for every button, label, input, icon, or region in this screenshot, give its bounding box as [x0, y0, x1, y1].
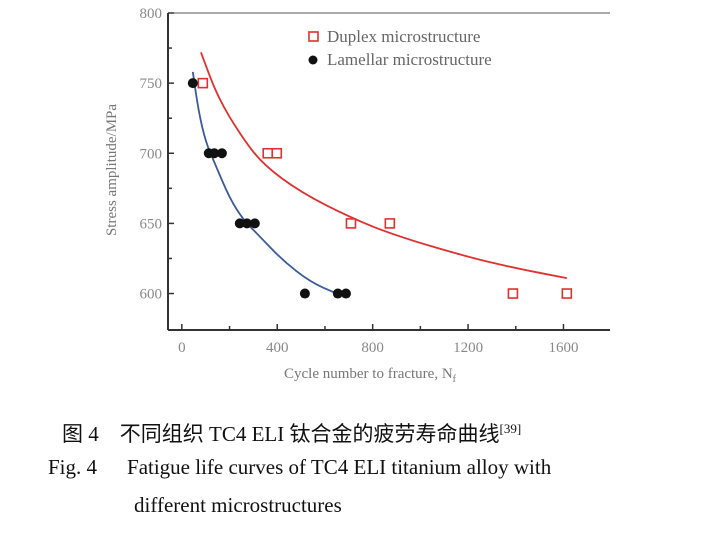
- caption-cn-label: 图 4: [62, 422, 99, 446]
- x-tick-label: 1200: [453, 340, 483, 356]
- y-tick-label: 750: [140, 76, 163, 92]
- legend-square-icon: [308, 31, 319, 42]
- duplex-data-point: [384, 218, 396, 229]
- legend: Duplex microstructure Lamellar microstruc…: [308, 27, 492, 69]
- duplex-data-point: [197, 77, 209, 89]
- caption-en-text: Fatigue life curves of TC4 ELI titanium …: [127, 455, 552, 479]
- x-tick-label: 400: [266, 340, 289, 356]
- duplex-data-point: [345, 218, 357, 229]
- caption-cn-text: 不同组织 TC4 ELI 钛合金的疲劳寿命曲线: [119, 422, 500, 446]
- duplex-data-point: [561, 288, 573, 299]
- lamellar-data-point: [216, 148, 227, 159]
- caption-ref: [39]: [499, 421, 522, 436]
- y-axis-label: Stress amplitude/MPa: [104, 104, 120, 236]
- lamellar-data-point: [209, 148, 220, 159]
- caption-en-line2: different microstructures: [134, 493, 342, 517]
- duplex-fit-curve: [200, 51, 567, 279]
- caption-en-label: Fig. 4: [48, 455, 98, 479]
- x-axis-label: Cycle number to fracture, Nf: [284, 366, 457, 385]
- lamellar-data-point: [234, 218, 245, 229]
- x-tick-label: 800: [361, 340, 384, 356]
- legend-circle-icon: [308, 55, 318, 65]
- fatigue-chart: 0 400 800 1200 1600 600 650 700 750 800 Duplex mi…: [104, 6, 610, 385]
- lamellar-data-point: [249, 218, 260, 229]
- lamellar-data-point: [187, 78, 198, 89]
- y-tick-label: 600: [140, 287, 163, 303]
- caption-cn: 图 4 不同组织 TC4 ELI 钛合金的疲劳寿命曲线[39]: [62, 418, 521, 448]
- x-tick-label: 0: [178, 340, 186, 356]
- legend-label: Lamellar microstructure: [327, 50, 492, 69]
- lamellar-data-point: [340, 288, 351, 299]
- lamellar-fit-curve: [191, 71, 338, 295]
- duplex-data-point: [507, 288, 519, 299]
- duplex-data-point: [262, 147, 274, 159]
- y-tick-label: 650: [140, 216, 163, 232]
- legend-label: Duplex microstructure: [327, 27, 480, 46]
- y-tick-label: 700: [140, 146, 163, 162]
- x-tick-label: 1600: [548, 340, 578, 356]
- lamellar-data-point: [241, 218, 252, 229]
- lamellar-data-point: [299, 288, 310, 299]
- y-tick-label: 800: [140, 6, 163, 22]
- duplex-data-point: [271, 147, 283, 159]
- caption-en-line1: Fig. 4 Fatigue life curves of TC4 ELI tit…: [48, 455, 551, 480]
- lamellar-data-point: [332, 288, 343, 299]
